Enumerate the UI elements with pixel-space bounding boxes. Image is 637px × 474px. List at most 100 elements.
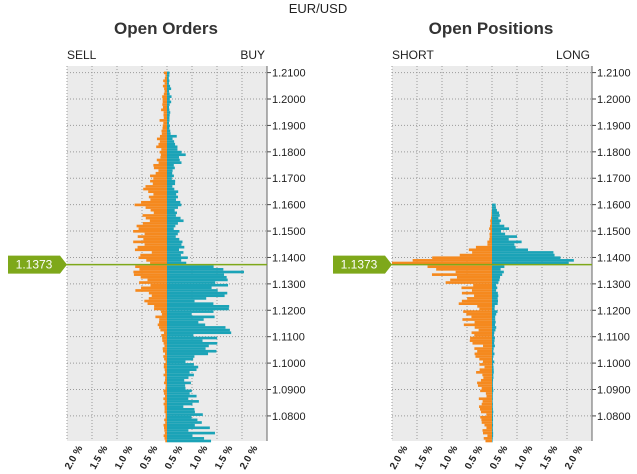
bar-long	[492, 429, 493, 432]
bar-long	[492, 261, 569, 265]
bar-sell	[163, 434, 167, 438]
bar-buy	[167, 216, 181, 220]
y-tick-label: 1.1900	[272, 120, 306, 132]
bar-long	[492, 371, 494, 374]
bar-short	[489, 227, 492, 230]
x-tick-label: 1.5 %	[538, 444, 560, 472]
bar-long	[492, 400, 493, 403]
y-tick-label: 1.0800	[597, 411, 631, 423]
bar-buy	[167, 334, 194, 337]
bar-buy	[167, 251, 184, 254]
bar-buy	[167, 140, 175, 143]
bar-buy	[167, 405, 184, 408]
bar-long	[492, 304, 495, 308]
bar-sell	[153, 211, 167, 215]
bar-sell	[148, 291, 167, 295]
bar-buy	[167, 418, 198, 422]
bar-buy	[167, 227, 174, 230]
bar-buy	[167, 161, 182, 164]
bar-sell	[160, 328, 167, 332]
bar-buy	[167, 407, 195, 411]
bar-long	[492, 268, 501, 271]
bar-sell	[162, 97, 167, 101]
bar-short	[412, 259, 492, 262]
bar-sell	[163, 341, 167, 345]
bar-buy	[167, 253, 181, 257]
bar-buy	[167, 307, 229, 311]
bar-long	[492, 253, 555, 257]
bar-short	[491, 214, 492, 217]
bar-long	[492, 402, 493, 406]
bar-short	[482, 400, 492, 403]
bar-long	[492, 336, 495, 340]
bar-long	[492, 431, 494, 435]
bar-buy	[167, 270, 244, 274]
bar-buy	[167, 177, 172, 180]
bar-buy	[167, 347, 206, 350]
bar-sell	[164, 82, 167, 85]
y-tick-label: 1.1400	[272, 252, 306, 264]
bar-sell	[151, 251, 167, 254]
bar-long	[492, 341, 495, 345]
bar-long	[492, 331, 495, 335]
bar-sell	[133, 240, 167, 244]
bar-buy	[167, 439, 212, 443]
y-tick-label: 1.1100	[272, 332, 305, 344]
bar-sell	[164, 405, 167, 408]
bar-buy	[167, 92, 170, 96]
bar-long	[492, 410, 494, 414]
bar-sell	[164, 76, 167, 80]
bar-buy	[167, 243, 182, 246]
bar-short	[471, 315, 492, 319]
bar-long	[492, 245, 516, 249]
bar-short	[489, 232, 492, 236]
bar-long	[492, 312, 497, 316]
bar-buy	[167, 163, 174, 167]
bar-sell	[164, 344, 167, 348]
bar-sell	[161, 129, 167, 133]
bar-buy	[167, 384, 186, 387]
bar-short	[490, 222, 492, 225]
bar-sell	[146, 259, 167, 262]
bar-short	[479, 405, 492, 408]
bar-long	[492, 434, 494, 438]
bar-buy	[167, 339, 203, 342]
bar-long	[492, 437, 493, 440]
bar-group	[392, 203, 574, 443]
bar-buy	[167, 174, 174, 178]
bar-short	[466, 312, 492, 316]
bar-buy	[167, 79, 170, 83]
bar-sell	[137, 245, 167, 249]
bar-sell	[140, 253, 167, 257]
bar-buy	[167, 113, 170, 117]
y-tick-label: 1.0900	[272, 385, 306, 397]
bar-buy	[167, 137, 173, 141]
bar-buy	[167, 326, 226, 329]
bar-sell	[159, 134, 167, 138]
bar-buy	[167, 392, 190, 395]
bar-long	[492, 240, 522, 244]
symbol-title: EUR/USD	[289, 1, 348, 16]
bar-short	[491, 211, 492, 215]
bar-sell	[148, 190, 167, 194]
bar-short	[473, 283, 492, 287]
y-tick-label: 1.1800	[597, 147, 631, 159]
bar-long	[492, 273, 503, 276]
bar-long	[492, 397, 493, 401]
bar-long	[492, 297, 498, 300]
bar-buy	[167, 74, 170, 77]
bar-sell	[133, 273, 167, 276]
bar-buy	[167, 268, 224, 271]
bar-sell	[156, 158, 167, 162]
bar-buy	[167, 437, 205, 440]
bar-long	[492, 394, 493, 398]
x-tick-label: 1.0 %	[513, 444, 535, 472]
x-tick-label: 1.5 %	[88, 444, 110, 472]
bar-long	[492, 392, 493, 395]
bar-short	[461, 299, 492, 303]
bar-buy	[167, 365, 199, 369]
bar-buy	[167, 297, 207, 300]
bar-sell	[150, 174, 167, 178]
y-tick-label: 1.1900	[597, 120, 631, 132]
bar-buy	[167, 97, 170, 101]
